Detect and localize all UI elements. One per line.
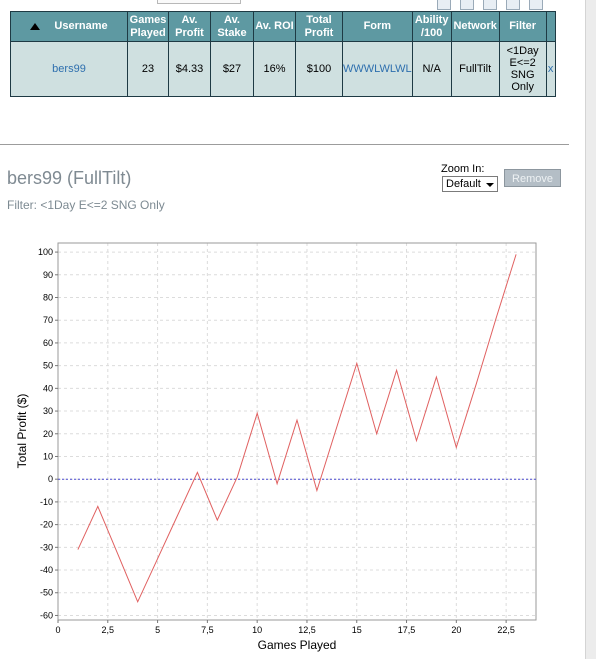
header-ability[interactable]: Ability /100 [411,11,452,42]
header-games-played[interactable]: Games Played [127,11,169,42]
y-tick-label: 70 [43,315,53,325]
y-axis-label: Total Profit ($) [15,394,29,469]
chart-grid [57,243,536,620]
zoom-select[interactable]: Default [442,176,498,192]
sort-arrow-icon[interactable] [30,22,41,30]
x-tick-label: 15 [352,625,362,635]
header-network[interactable]: Network [450,11,500,42]
y-tick-label: -60 [40,610,53,620]
cell-total-profit: $100 [295,41,343,97]
chart-ticks: -60-50-40-30-20-100102030405060708090100… [38,247,515,635]
refresh-icon[interactable] [506,0,520,10]
header-total-profit[interactable]: Total Profit [295,11,343,42]
profit-chart: -60-50-40-30-20-100102030405060708090100… [15,242,537,652]
cell-network: FullTilt [450,41,500,97]
toolbar-icons [437,0,543,12]
y-tick-label: 50 [43,361,53,371]
player-stats-table: Username Games Played Av. Profit Av. Sta… [10,11,556,97]
header-form[interactable]: Form [342,11,413,42]
remove-row-link[interactable]: x [547,63,554,75]
document-icon[interactable] [483,0,497,10]
y-tick-label: 100 [38,247,53,257]
page-icon[interactable] [437,0,451,10]
y-tick-label: 80 [43,293,53,303]
cell-av-profit: $4.33 [168,41,211,97]
table-row: bers99 23 $4.33 $27 16% $100 WWWLWLWL N/… [10,41,556,97]
window-icon[interactable] [529,0,543,10]
y-tick-label: -30 [40,542,53,552]
cell-username[interactable]: bers99 [10,41,128,97]
y-tick-label: -40 [40,565,53,575]
header-username[interactable]: Username [10,11,128,42]
x-tick-label: 22,5 [497,625,515,635]
cell-games-played: 23 [127,41,169,97]
y-tick-label: -50 [40,588,53,598]
cell-remove[interactable]: x [545,41,556,97]
header-av-stake[interactable]: Av. Stake [210,11,254,42]
x-tick-label: 17,5 [398,625,416,635]
form-link[interactable]: WWWLWLWL [343,63,412,75]
x-tick-label: 7,5 [201,625,214,635]
x-tick-label: 12,5 [298,625,316,635]
x-axis-label: Games Played [258,638,337,652]
cell-filter: <1Day E<=2 SNG Only [498,41,547,97]
profit-series-line [77,254,517,604]
x-tick-label: 2,5 [102,625,115,635]
x-tick-label: 5 [155,625,160,635]
grid-icon[interactable] [460,0,474,10]
cell-ability: N/A [411,41,452,97]
y-tick-label: 40 [43,383,53,393]
cell-av-stake: $27 [210,41,254,97]
y-tick-label: 90 [43,270,53,280]
chevron-down-icon [486,183,494,187]
y-tick-label: 20 [43,429,53,439]
cell-av-roi: 16% [253,41,296,97]
filter-description: Filter: <1Day E<=2 SNG Only [7,198,165,212]
vertical-scrollbar[interactable] [585,0,596,659]
x-tick-label: 0 [55,625,60,635]
y-tick-label: 60 [43,338,53,348]
y-tick-label: -10 [40,497,53,507]
section-divider [0,144,569,145]
zoom-label: Zoom In: [441,163,485,175]
table-header-row: Username Games Played Av. Profit Av. Sta… [10,11,556,42]
cell-form[interactable]: WWWLWLWL [342,41,413,97]
y-tick-label: -20 [40,520,53,530]
x-tick-label: 20 [451,625,461,635]
header-empty [545,11,556,42]
y-tick-label: 10 [43,451,53,461]
y-tick-label: 30 [43,406,53,416]
zoom-select-value: Default [446,178,481,190]
header-filter[interactable]: Filter [498,11,547,42]
header-av-roi[interactable]: Av. ROI [253,11,296,42]
header-av-profit[interactable]: Av. Profit [168,11,211,42]
y-tick-label: 0 [48,474,53,484]
top-search-input[interactable] [157,0,241,4]
plot-frame [57,242,537,621]
x-tick-label: 10 [252,625,262,635]
player-title: bers99 (FullTilt) [7,168,132,188]
username-link[interactable]: bers99 [52,63,86,75]
remove-button[interactable]: Remove [504,169,561,187]
